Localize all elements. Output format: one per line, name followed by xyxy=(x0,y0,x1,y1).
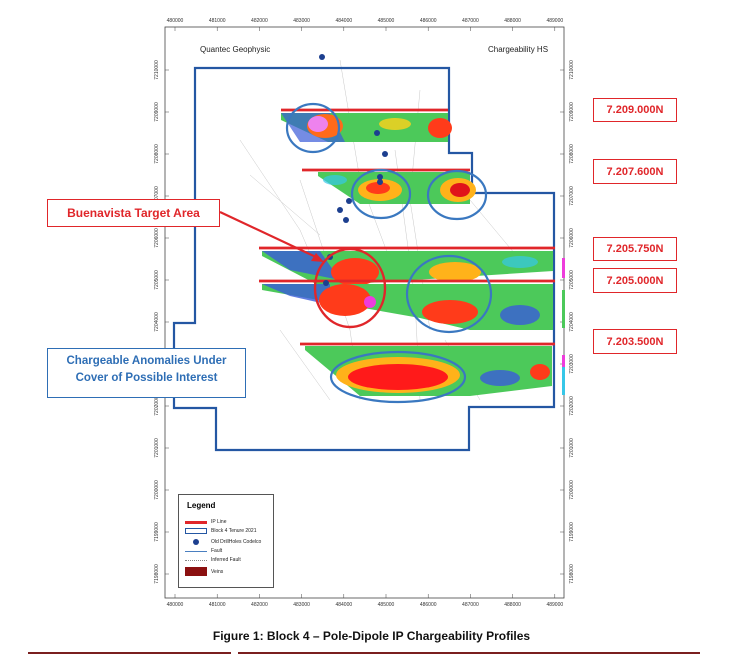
drillholes xyxy=(319,54,388,286)
y-tick-label: 7205000 xyxy=(569,270,575,290)
y-tick-label: 7209000 xyxy=(569,102,575,122)
y-tick-label: 7205000 xyxy=(154,270,160,290)
x-tick-label: 482000 xyxy=(251,602,268,608)
anomaly-circles xyxy=(285,102,493,404)
legend-item-drillholes: Old DrillHoles Codelco xyxy=(185,539,261,545)
target-callout: Buenavista Target Area xyxy=(47,199,220,227)
y-tick-label: 7202000 xyxy=(569,396,575,416)
footer-rule-right xyxy=(238,652,700,654)
y-tick-label: 7208000 xyxy=(569,144,575,164)
legend-label: Fault xyxy=(211,548,223,554)
vein-symbol xyxy=(185,567,207,576)
x-tick-label: 484000 xyxy=(335,602,352,608)
x-tick-label: 483000 xyxy=(293,602,310,608)
fault-symbol xyxy=(185,548,207,554)
legend-label: Old DrillHoles Codelco xyxy=(211,539,262,545)
y-tick-label: 7200000 xyxy=(154,480,160,500)
legend-label: Inferred Fault xyxy=(211,557,241,563)
x-tick-label: 483000 xyxy=(293,18,310,24)
y-tick-label: 7206000 xyxy=(154,228,160,248)
x-tick-label: 488000 xyxy=(504,602,521,608)
anomalies-callout: Chargeable Anomalies Under Cover of Poss… xyxy=(47,348,246,398)
line-label-7207600: 7.207.600N xyxy=(593,159,677,184)
y-axis-ticks: 7210000 7210000 7209000 7209000 7208000 72080… xyxy=(154,60,575,584)
legend: Legend IP Line Block 4 Tenure 2021 Old D… xyxy=(178,494,274,588)
inferred-fault-symbol xyxy=(185,557,207,563)
x-tick-label: 488000 xyxy=(504,18,521,24)
target-circle xyxy=(313,247,387,329)
y-tick-label: 7202000 xyxy=(154,396,160,416)
legend-item-veins: Veins xyxy=(185,567,223,576)
y-tick-label: 7208000 xyxy=(154,144,160,164)
y-tick-label: 7204000 xyxy=(569,312,575,332)
y-tick-label: 7200000 xyxy=(569,480,575,500)
map-title-right: Chargeability HS xyxy=(488,45,549,54)
tenure-symbol xyxy=(185,528,207,534)
y-tick-label: 7199000 xyxy=(154,522,160,542)
x-tick-label: 489000 xyxy=(546,602,563,608)
x-tick-label: 481000 xyxy=(209,602,226,608)
profile-7203500 xyxy=(305,346,552,396)
anomalies-callout-line2: Cover of Possible Interest xyxy=(75,372,218,384)
x-tick-label: 484000 xyxy=(335,18,352,24)
legend-item-fault: Fault xyxy=(185,548,222,554)
y-tick-label: 7210000 xyxy=(569,60,575,80)
target-arrowhead xyxy=(311,253,324,262)
y-tick-label: 7201000 xyxy=(569,438,575,458)
footer-rule-left xyxy=(28,652,231,654)
line-label-7203500: 7.203.500N xyxy=(593,329,677,354)
y-tick-label: 7207000 xyxy=(569,186,575,206)
target-arrow xyxy=(219,211,319,259)
legend-title: Legend xyxy=(187,501,216,510)
x-tick-label: 489000 xyxy=(546,18,563,24)
x-tick-label: 480000 xyxy=(167,18,184,24)
x-tick-label: 486000 xyxy=(420,602,437,608)
y-tick-label: 7198000 xyxy=(569,564,575,584)
side-color-bars xyxy=(562,258,565,395)
line-label-7205000: 7.205.000N xyxy=(593,268,677,293)
y-tick-label: 7198000 xyxy=(154,564,160,584)
ip-line-symbol xyxy=(185,519,207,525)
x-tick-label: 485000 xyxy=(378,602,395,608)
legend-item-inferred-fault: Inferred Fault xyxy=(185,557,241,563)
y-tick-label: 7199000 xyxy=(569,522,575,542)
legend-label: Block 4 Tenure 2021 xyxy=(211,528,257,534)
legend-label: IP Line xyxy=(211,519,227,525)
y-tick-label: 7204000 xyxy=(154,312,160,332)
y-tick-label: 7201000 xyxy=(154,438,160,458)
map-title-left: Quantec Geophysic xyxy=(200,45,271,54)
y-tick-label: 7207000 xyxy=(154,186,160,206)
legend-item-tenure: Block 4 Tenure 2021 xyxy=(185,528,257,534)
y-tick-label: 7210000 xyxy=(154,60,160,80)
x-tick-label: 480000 xyxy=(167,602,184,608)
profile-7209000 xyxy=(281,113,452,142)
anomalies-callout-line1: Chargeable Anomalies Under xyxy=(66,355,227,367)
y-tick-label: 7206000 xyxy=(569,228,575,248)
x-tick-label: 487000 xyxy=(462,602,479,608)
y-tick-label: 7203000 xyxy=(569,354,575,374)
x-tick-label: 482000 xyxy=(251,18,268,24)
line-label-7205750: 7.205.750N xyxy=(593,237,677,261)
x-tick-label: 481000 xyxy=(209,18,226,24)
x-tick-label: 485000 xyxy=(378,18,395,24)
y-tick-label: 7209000 xyxy=(154,102,160,122)
line-label-7209000: 7.209.000N xyxy=(593,98,677,122)
x-tick-label: 486000 xyxy=(420,18,437,24)
figure-caption: Figure 1: Block 4 – Pole-Dipole IP Charg… xyxy=(212,629,531,643)
legend-item-ip-line: IP Line xyxy=(185,519,226,525)
drillhole-symbol xyxy=(185,539,207,545)
x-tick-label: 487000 xyxy=(462,18,479,24)
legend-label: Veins xyxy=(211,568,224,575)
x-axis-ticks: 480000 480000 481000 481000 482000 482000 4830… xyxy=(167,18,564,608)
